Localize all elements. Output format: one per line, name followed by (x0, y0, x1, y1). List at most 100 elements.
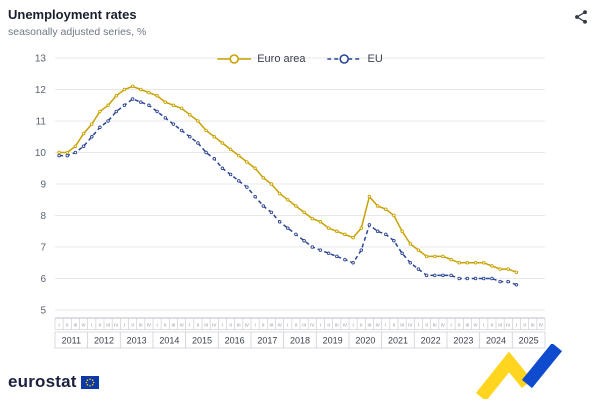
svg-text:9: 9 (40, 180, 46, 191)
svg-text:II: II (131, 323, 134, 328)
svg-text:IV: IV (343, 323, 347, 328)
svg-text:11: 11 (36, 117, 47, 128)
svg-text:I: I (418, 323, 419, 328)
svg-text:I: I (91, 323, 92, 328)
eurostat-logo: eurostat (8, 372, 99, 392)
svg-text:I: I (352, 323, 353, 328)
svg-text:10: 10 (35, 148, 47, 159)
svg-text:II: II (66, 323, 69, 328)
legend-label-eu: EU (367, 53, 383, 65)
svg-text:IV: IV (310, 323, 314, 328)
svg-text:III: III (531, 323, 535, 328)
svg-text:I: I (254, 323, 255, 328)
svg-text:III: III (368, 323, 372, 328)
svg-text:I: I (124, 323, 125, 328)
svg-text:II: II (327, 323, 330, 328)
svg-text:III: III (204, 323, 208, 328)
svg-text:IV: IV (277, 323, 281, 328)
svg-text:2018: 2018 (290, 336, 310, 346)
svg-text:II: II (262, 323, 265, 328)
svg-text:I: I (450, 323, 451, 328)
svg-text:III: III (433, 323, 437, 328)
legend-item-euro-area[interactable]: Euro area (217, 53, 306, 65)
svg-text:III: III (172, 323, 176, 328)
svg-text:II: II (197, 323, 200, 328)
svg-text:III: III (270, 323, 274, 328)
svg-text:I: I (385, 323, 386, 328)
svg-text:II: II (360, 323, 363, 328)
svg-text:III: III (466, 323, 470, 328)
svg-text:I: I (287, 323, 288, 328)
svg-text:II: II (164, 323, 167, 328)
svg-text:I: I (156, 323, 157, 328)
svg-text:IV: IV (375, 323, 379, 328)
svg-text:I: I (189, 323, 190, 328)
svg-text:III: III (335, 323, 339, 328)
eu-flag-icon (80, 375, 99, 389)
svg-text:5: 5 (40, 306, 46, 317)
svg-text:2022: 2022 (421, 336, 441, 346)
svg-text:II: II (458, 323, 461, 328)
svg-text:III: III (139, 323, 143, 328)
svg-text:6: 6 (40, 274, 46, 285)
share-button[interactable] (570, 6, 592, 28)
svg-text:2025: 2025 (519, 336, 539, 346)
svg-text:III: III (400, 323, 404, 328)
share-icon (575, 10, 587, 24)
svg-text:2011: 2011 (62, 336, 81, 346)
svg-text:IV: IV (408, 323, 412, 328)
svg-text:13: 13 (35, 54, 47, 65)
svg-text:II: II (99, 323, 102, 328)
svg-text:II: II (393, 323, 396, 328)
svg-text:II: II (425, 323, 428, 328)
svg-text:IV: IV (473, 323, 477, 328)
svg-text:2015: 2015 (192, 336, 212, 346)
svg-text:IV: IV (179, 323, 183, 328)
svg-text:I: I (483, 323, 484, 328)
svg-text:2017: 2017 (257, 336, 277, 346)
svg-text:IV: IV (114, 323, 118, 328)
svg-text:II: II (491, 323, 494, 328)
svg-text:III: III (302, 323, 306, 328)
svg-text:2020: 2020 (355, 336, 375, 346)
eurostat-decoration-icon (475, 344, 563, 399)
svg-text:IV: IV (441, 323, 445, 328)
svg-text:IV: IV (539, 323, 543, 328)
svg-text:III: III (237, 323, 241, 328)
eu-line-marker-icon (327, 54, 362, 64)
svg-text:8: 8 (40, 211, 46, 222)
svg-text:2012: 2012 (94, 336, 114, 346)
svg-text:IV: IV (506, 323, 510, 328)
svg-text:IV: IV (81, 323, 85, 328)
svg-text:III: III (106, 323, 110, 328)
svg-text:IV: IV (212, 323, 216, 328)
svg-text:II: II (523, 323, 526, 328)
legend-item-eu[interactable]: EU (327, 53, 383, 65)
svg-text:I: I (320, 323, 321, 328)
svg-text:2021: 2021 (388, 336, 408, 346)
legend-label-euro-area: Euro area (257, 53, 306, 65)
euro-area-line-marker-icon (217, 54, 252, 64)
chart-header: Unemployment rates seasonally adjusted s… (8, 7, 146, 38)
chart-area: 5 6 7 8 9 10 11 12 13 I II III IV 2011 I II III IV 2012 I II… (0, 40, 600, 360)
svg-text:2024: 2024 (486, 336, 506, 346)
svg-text:I: I (58, 323, 59, 328)
svg-text:2013: 2013 (127, 336, 147, 346)
chart-subtitle: seasonally adjusted series, % (8, 26, 147, 38)
svg-text:II: II (229, 323, 232, 328)
svg-text:12: 12 (35, 85, 47, 96)
svg-text:IV: IV (147, 323, 151, 328)
eurostat-wordmark: eurostat (8, 372, 77, 391)
chart-legend: Euro area EU (217, 53, 383, 65)
svg-text:II: II (295, 323, 298, 328)
svg-text:III: III (498, 323, 502, 328)
svg-text:2019: 2019 (323, 336, 343, 346)
chart-title: Unemployment rates (8, 7, 137, 22)
svg-text:2016: 2016 (225, 336, 245, 346)
svg-text:7: 7 (40, 243, 46, 254)
svg-text:I: I (222, 323, 223, 328)
svg-text:2014: 2014 (159, 336, 179, 346)
svg-text:I: I (516, 323, 517, 328)
